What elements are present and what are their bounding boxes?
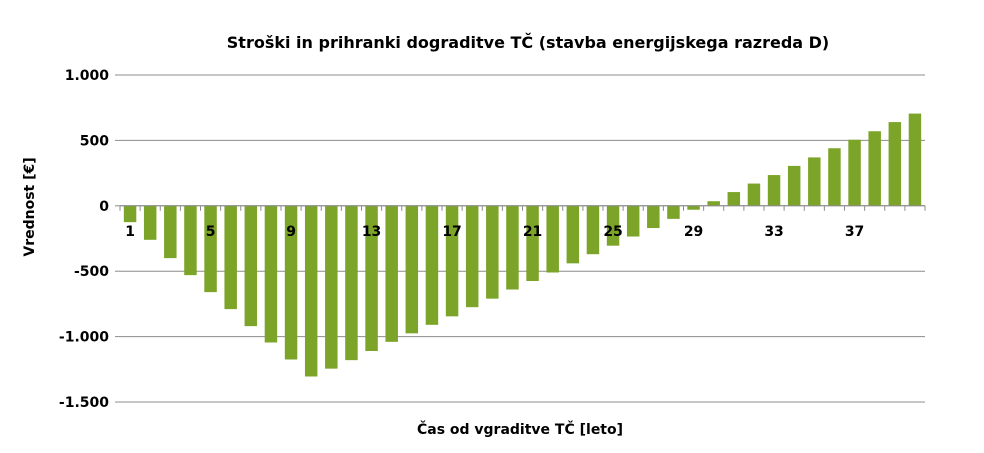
bar bbox=[908, 113, 922, 206]
bar bbox=[566, 205, 580, 264]
bar bbox=[465, 205, 479, 308]
x-tick-label: 37 bbox=[845, 224, 864, 240]
bar bbox=[667, 205, 680, 219]
x-tick-label: 25 bbox=[603, 224, 622, 240]
y-tick-label: 1.000 bbox=[65, 68, 110, 84]
bar bbox=[385, 205, 398, 342]
x-tick-label: 17 bbox=[442, 224, 461, 240]
x-axis-label: Čas od vgraditve TČ [leto] bbox=[417, 420, 623, 438]
bar bbox=[747, 183, 761, 206]
y-tick-label: 0 bbox=[99, 199, 109, 215]
bar bbox=[647, 205, 660, 229]
x-tick-label: 1 bbox=[125, 224, 135, 240]
bar bbox=[445, 205, 459, 317]
bar bbox=[767, 175, 781, 206]
bar bbox=[345, 205, 358, 361]
y-tick-label: -1.000 bbox=[59, 330, 109, 346]
y-axis-label: Vrednost [€] bbox=[22, 157, 38, 256]
bar bbox=[365, 205, 378, 351]
x-tick-label: 13 bbox=[362, 224, 381, 240]
bar bbox=[526, 205, 539, 282]
bar bbox=[626, 205, 640, 237]
bar bbox=[506, 205, 519, 290]
y-tick-label: 500 bbox=[80, 133, 109, 149]
bar bbox=[304, 205, 318, 377]
y-axis-ticks: 1.000 500 0 -500 -1.000 -1.500 bbox=[59, 68, 120, 411]
bar bbox=[486, 205, 499, 299]
bar bbox=[184, 205, 197, 276]
bar bbox=[405, 205, 419, 334]
x-tick-label: 9 bbox=[286, 224, 296, 240]
x-tick-label: 33 bbox=[764, 224, 783, 240]
bar bbox=[727, 192, 741, 206]
bar bbox=[808, 157, 821, 206]
bar bbox=[687, 205, 700, 210]
bar bbox=[828, 148, 841, 206]
bar bbox=[586, 205, 600, 255]
y-tick-label: -500 bbox=[74, 264, 109, 280]
bar bbox=[425, 205, 439, 325]
chart-title: Stroški in prihranki dograditve TČ (stav… bbox=[227, 33, 829, 52]
bar bbox=[123, 205, 137, 223]
y-tick-label: -1.500 bbox=[59, 395, 109, 411]
bar bbox=[707, 201, 720, 206]
bar bbox=[546, 205, 559, 273]
bar bbox=[325, 205, 338, 369]
bar bbox=[164, 205, 177, 259]
bar bbox=[284, 205, 298, 360]
x-tick-label: 29 bbox=[684, 224, 703, 240]
bar bbox=[848, 139, 861, 206]
bar bbox=[606, 205, 620, 246]
x-tick-label: 21 bbox=[523, 224, 542, 240]
bar bbox=[888, 122, 902, 206]
x-axis-ticks: 1 5 9 13 17 21 25 29 33 37 bbox=[119, 205, 926, 240]
bar bbox=[787, 165, 801, 206]
bar bbox=[868, 131, 881, 206]
bar bbox=[244, 205, 258, 327]
x-tick-label: 5 bbox=[206, 224, 216, 240]
bar bbox=[204, 205, 217, 293]
bar bbox=[224, 205, 237, 310]
bar bbox=[264, 205, 278, 343]
bars bbox=[123, 113, 922, 377]
bar bbox=[143, 205, 157, 240]
